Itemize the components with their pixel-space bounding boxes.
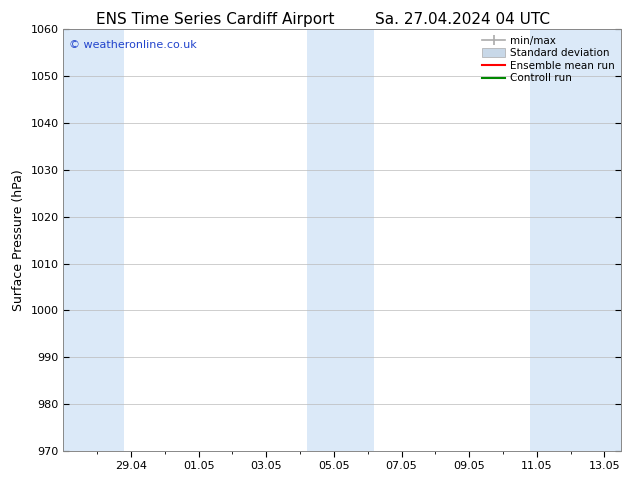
Bar [307, 29, 375, 451]
Text: Sa. 27.04.2024 04 UTC: Sa. 27.04.2024 04 UTC [375, 12, 550, 27]
Legend: min/max, Standard deviation, Ensemble mean run, Controll run: min/max, Standard deviation, Ensemble me… [479, 32, 618, 87]
Y-axis label: Surface Pressure (hPa): Surface Pressure (hPa) [12, 169, 25, 311]
Text: ENS Time Series Cardiff Airport: ENS Time Series Cardiff Airport [96, 12, 335, 27]
Text: © weatheronline.co.uk: © weatheronline.co.uk [69, 40, 197, 50]
Bar [63, 29, 124, 451]
Bar [530, 29, 621, 451]
